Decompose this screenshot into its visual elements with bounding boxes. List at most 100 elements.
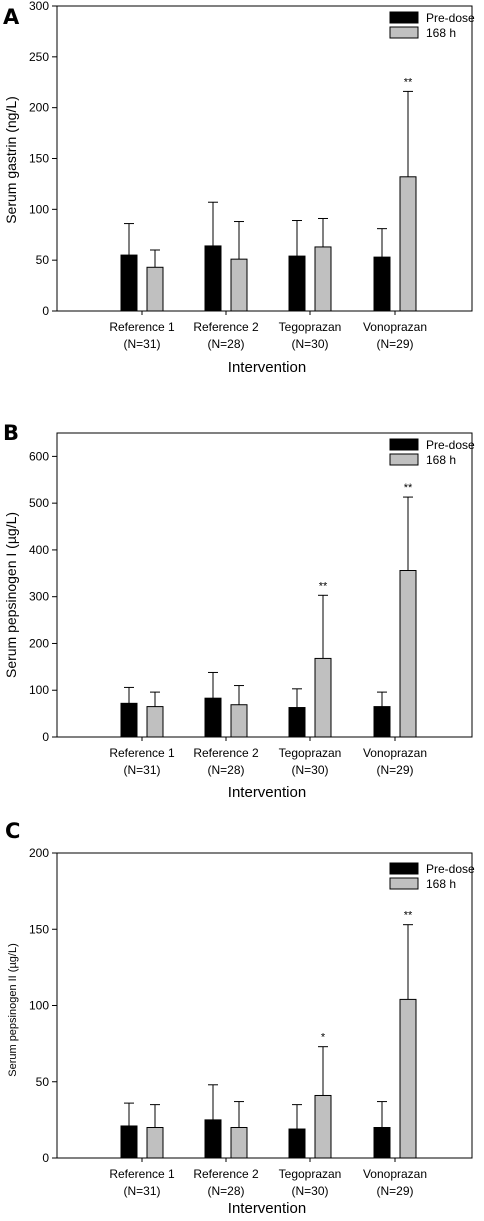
y-tick-label: 0 <box>42 1151 49 1165</box>
chart-panel-b: B Serum pepsinogen I (µg/L) Intervention… <box>0 405 484 805</box>
panel-letter: A <box>3 5 20 29</box>
bar-168h <box>230 258 248 312</box>
x-axis-title: Intervention <box>228 1200 306 1217</box>
y-tick-label: 100 <box>29 202 49 216</box>
chart-b-svg: B Serum pepsinogen I (µg/L) Intervention… <box>3 421 475 801</box>
legend-label: Pre-dose <box>426 11 475 25</box>
x-axis-title: Intervention <box>228 359 306 376</box>
bar-pre-dose <box>120 254 138 312</box>
x-tick-label-n: (N=31) <box>123 1184 160 1198</box>
chart-c-svg: C Serum pepsinogen II (µg/L) Interventio… <box>5 819 475 1217</box>
y-tick-label: 500 <box>29 496 49 510</box>
y-axis-title: Serum pepsinogen II (µg/L) <box>7 943 19 1077</box>
y-tick-label: 400 <box>29 543 49 557</box>
legend-swatch-168h <box>389 453 419 466</box>
bar-168h <box>314 246 332 312</box>
x-tick-label-n: (N=30) <box>291 1184 328 1198</box>
significance-marker: ** <box>404 482 413 494</box>
bar-pre-dose <box>373 1127 391 1159</box>
legend-label: Pre-dose <box>426 862 475 876</box>
y-tick-label: 50 <box>36 253 50 267</box>
y-tick-label: 300 <box>29 0 49 13</box>
bar-168h <box>230 704 248 738</box>
x-tick-label-n: (N=28) <box>207 763 244 777</box>
x-tick-label: Reference 1 <box>109 320 175 334</box>
significance-marker: * <box>321 1032 326 1044</box>
bar-168h <box>146 1127 164 1159</box>
x-tick-label: Vonoprazan <box>363 320 427 334</box>
y-tick-label: 600 <box>29 449 49 463</box>
significance-marker: ** <box>404 910 413 922</box>
y-tick-label: 300 <box>29 590 49 604</box>
y-tick-label: 200 <box>29 846 49 860</box>
significance-marker: ** <box>319 580 328 592</box>
x-tick-label: Reference 1 <box>109 746 175 760</box>
chart-a-svg: A Serum gastrin (ng/L) Intervention 0 50 1… <box>3 0 475 376</box>
x-tick-label-n: (N=29) <box>376 763 413 777</box>
x-tick-label-n: (N=29) <box>376 1184 413 1198</box>
panel-letter: C <box>5 819 20 843</box>
bar-pre-dose <box>204 245 222 312</box>
x-tick-label: Reference 2 <box>193 320 259 334</box>
bar-pre-dose <box>288 1128 306 1159</box>
y-tick-label: 0 <box>42 730 49 744</box>
x-tick-label: Reference 2 <box>193 746 259 760</box>
x-tick-label: Tegoprazan <box>279 746 342 760</box>
legend-label: 168 h <box>426 26 456 40</box>
x-tick-label: Reference 1 <box>109 1167 175 1181</box>
x-tick-label: Tegoprazan <box>279 320 342 334</box>
x-tick-label-n: (N=30) <box>291 337 328 351</box>
bar-pre-dose <box>373 706 391 738</box>
legend-label: 168 h <box>426 877 456 891</box>
y-tick-label: 200 <box>29 636 49 650</box>
y-tick-label: 100 <box>29 999 49 1013</box>
x-axis-title: Intervention <box>228 784 306 801</box>
bar-168h <box>399 998 417 1159</box>
x-tick-label-n: (N=28) <box>207 1184 244 1198</box>
y-tick-label: 150 <box>29 922 49 936</box>
bar-168h <box>399 570 417 738</box>
bar-pre-dose <box>120 1125 138 1159</box>
bar-pre-dose <box>288 255 306 312</box>
bar-168h <box>146 266 164 312</box>
x-tick-label-n: (N=30) <box>291 763 328 777</box>
x-tick-label-n: (N=31) <box>123 337 160 351</box>
bar-168h <box>314 1094 332 1159</box>
y-tick-label: 50 <box>36 1075 50 1089</box>
legend-label: Pre-dose <box>426 438 475 452</box>
chart-panel-c: C Serum pepsinogen II (µg/L) Interventio… <box>0 810 484 1221</box>
plot-frame <box>56 432 473 738</box>
bar-168h <box>230 1127 248 1159</box>
x-tick-label: Reference 2 <box>193 1167 259 1181</box>
bar-pre-dose <box>204 1119 222 1159</box>
significance-marker: ** <box>404 76 413 88</box>
chart-panel-a: A Serum gastrin (ng/L) Intervention 0 50 1… <box>0 0 484 400</box>
legend-swatch-pre-dose <box>389 438 419 451</box>
y-axis-title: Serum gastrin (ng/L) <box>3 96 19 224</box>
legend-label: 168 h <box>426 453 456 467</box>
bar-pre-dose <box>204 697 222 738</box>
x-tick-label-n: (N=31) <box>123 763 160 777</box>
y-tick-label: 200 <box>29 101 49 115</box>
legend-swatch-pre-dose <box>389 11 419 24</box>
legend-swatch-pre-dose <box>389 862 419 875</box>
y-tick-label: 100 <box>29 683 49 697</box>
x-tick-label: Vonoprazan <box>363 1167 427 1181</box>
x-tick-label: Vonoprazan <box>363 746 427 760</box>
legend-swatch-168h <box>389 26 419 39</box>
bar-168h <box>399 176 417 312</box>
bar-168h <box>314 657 332 738</box>
panel-letter: B <box>3 421 19 445</box>
x-tick-label: Tegoprazan <box>279 1167 342 1181</box>
y-tick-label: 0 <box>42 304 49 318</box>
x-tick-label-n: (N=29) <box>376 337 413 351</box>
bar-168h <box>146 706 164 738</box>
bar-pre-dose <box>120 702 138 738</box>
bar-pre-dose <box>288 707 306 738</box>
legend-swatch-168h <box>389 877 419 890</box>
y-tick-label: 250 <box>29 50 49 64</box>
x-tick-label-n: (N=28) <box>207 337 244 351</box>
y-axis-title: Serum pepsinogen I (µg/L) <box>3 512 19 678</box>
bar-pre-dose <box>373 256 391 312</box>
y-tick-label: 150 <box>29 152 49 166</box>
